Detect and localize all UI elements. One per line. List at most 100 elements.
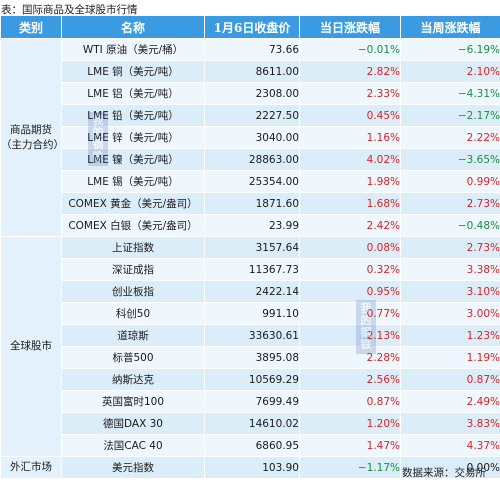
name-cell: 科创50 bbox=[61, 302, 205, 325]
name-cell: LME 铝（美元/吨） bbox=[61, 82, 205, 105]
week-change-cell: 3.00% bbox=[400, 302, 500, 325]
name-cell: LME 锌（美元/吨） bbox=[61, 126, 205, 149]
day-change-cell: 0.08% bbox=[299, 236, 401, 259]
close-price-cell: 14610.02 bbox=[204, 412, 300, 435]
week-change-cell: −0.48% bbox=[400, 214, 500, 237]
name-cell: 纳斯达克 bbox=[61, 368, 205, 391]
table-row: 纳斯达克 10569.29 2.56% 0.87% bbox=[1, 368, 500, 391]
day-change-cell: 0.32% bbox=[299, 258, 401, 281]
close-price-cell: 1871.60 bbox=[204, 192, 300, 215]
header-row: 类别 名称 1月6日收盘价 当日涨跌幅 当周涨跌幅 bbox=[0, 15, 500, 39]
day-change-cell: 4.02% bbox=[299, 148, 401, 171]
week-change-cell: 2.22% bbox=[400, 126, 500, 149]
day-change-cell: 2.56% bbox=[299, 368, 401, 391]
day-change-cell: 1.16% bbox=[299, 126, 401, 149]
table-row: 道琼斯 33630.61 2.13% 1.23% bbox=[1, 324, 500, 347]
name-cell: 道琼斯 bbox=[61, 324, 205, 347]
close-price-cell: 2422.14 bbox=[204, 280, 300, 303]
table-row: 创业板指 2422.14 0.95% 3.10% bbox=[1, 280, 500, 303]
day-change-cell: 0.45% bbox=[299, 104, 401, 127]
table-row: LME 铝（美元/吨） 2308.00 2.33% −4.31% bbox=[1, 82, 500, 105]
table-row: 标普500 3895.08 2.28% 1.19% bbox=[1, 346, 500, 369]
week-change-cell: 2.10% bbox=[400, 60, 500, 83]
close-price-cell: 3040.00 bbox=[204, 126, 300, 149]
week-change-cell: 2.49% bbox=[400, 390, 500, 413]
week-change-cell: 3.83% bbox=[400, 412, 500, 435]
market-table: 类别 名称 1月6日收盘价 当日涨跌幅 当周涨跌幅 商品期货（主力合约） WTI … bbox=[0, 15, 500, 479]
week-change-cell: 2.73% bbox=[400, 236, 500, 259]
name-cell: 标普500 bbox=[61, 346, 205, 369]
day-change-cell: −0.01% bbox=[299, 38, 401, 61]
day-change-cell: 1.98% bbox=[299, 170, 401, 193]
header-close: 1月6日收盘价 bbox=[204, 15, 300, 39]
week-change-cell: −4.31% bbox=[400, 82, 500, 105]
header-name: 名称 bbox=[61, 15, 205, 39]
name-cell: 深证成指 bbox=[61, 258, 205, 281]
week-change-cell: 0.00% bbox=[400, 456, 500, 479]
category-cell: 商品期货（主力合约） bbox=[0, 38, 62, 237]
close-price-cell: 103.90 bbox=[204, 456, 300, 479]
day-change-cell: 2.33% bbox=[299, 82, 401, 105]
close-price-cell: 25354.00 bbox=[204, 170, 300, 193]
table-row: 外汇市场 美元指数 103.90 −1.17% 0.00% bbox=[0, 456, 500, 479]
name-cell: 上证指数 bbox=[61, 236, 205, 259]
week-change-cell: 4.37% bbox=[400, 434, 500, 457]
close-price-cell: 8611.00 bbox=[204, 60, 300, 83]
week-change-cell: −2.17% bbox=[400, 104, 500, 127]
name-cell: 创业板指 bbox=[61, 280, 205, 303]
table-row: LME 锌（美元/吨） 3040.00 1.16% 2.22% bbox=[1, 126, 500, 149]
category-cell: 外汇市场 bbox=[0, 456, 62, 479]
name-cell: LME 锡（美元/吨） bbox=[61, 170, 205, 193]
week-change-cell: 1.23% bbox=[400, 324, 500, 347]
close-price-cell: 73.66 bbox=[204, 38, 300, 61]
week-change-cell: −3.65% bbox=[400, 148, 500, 171]
day-change-cell: 0.95% bbox=[299, 280, 401, 303]
name-cell: 美元指数 bbox=[61, 456, 205, 479]
name-cell: 法国CAC 40 bbox=[61, 434, 205, 457]
table-row: 全球股市 上证指数 3157.64 0.08% 2.73% bbox=[0, 236, 500, 457]
table-row: 科创50 991.10 0.77% 3.00% bbox=[1, 302, 500, 325]
name-cell: WTI 原油（美元/桶） bbox=[61, 38, 205, 61]
day-change-cell: 2.42% bbox=[299, 214, 401, 237]
name-cell: LME 铜（美元/吨） bbox=[61, 60, 205, 83]
table-row: COMEX 黄金（美元/盎司） 1871.60 1.68% 2.73% bbox=[1, 192, 500, 215]
table-row: 深证成指 11367.73 0.32% 3.38% bbox=[1, 258, 500, 281]
table-row: 法国CAC 40 6860.95 1.47% 4.37% bbox=[1, 434, 500, 457]
table-row: 英国富时100 7699.49 0.87% 2.49% bbox=[1, 390, 500, 413]
close-price-cell: 3895.08 bbox=[204, 346, 300, 369]
close-price-cell: 7699.49 bbox=[204, 390, 300, 413]
week-change-cell: 1.19% bbox=[400, 346, 500, 369]
day-change-cell: 1.20% bbox=[299, 412, 401, 435]
close-price-cell: 23.99 bbox=[204, 214, 300, 237]
day-change-cell: 1.68% bbox=[299, 192, 401, 215]
table-row: LME 铅（美元/吨） 2227.50 0.45% −2.17% bbox=[1, 104, 500, 127]
name-cell: LME 镍（美元/吨） bbox=[61, 148, 205, 171]
data-source: 数据来源：交易所 bbox=[402, 467, 486, 479]
table-row: 德国DAX 30 14610.02 1.20% 3.83% bbox=[1, 412, 500, 435]
day-change-cell: 0.87% bbox=[299, 390, 401, 413]
name-cell: COMEX 黄金（美元/盎司） bbox=[61, 192, 205, 215]
day-change-cell: 0.77% bbox=[299, 302, 401, 325]
close-price-cell: 10569.29 bbox=[204, 368, 300, 391]
week-change-cell: 3.38% bbox=[400, 258, 500, 281]
week-change-cell: −6.19% bbox=[400, 38, 500, 61]
close-price-cell: 991.10 bbox=[204, 302, 300, 325]
close-price-cell: 11367.73 bbox=[204, 258, 300, 281]
header-day-change: 当日涨跌幅 bbox=[299, 15, 401, 39]
close-price-cell: 6860.95 bbox=[204, 434, 300, 457]
name-cell: LME 铅（美元/吨） bbox=[61, 104, 205, 127]
table-row: LME 镍（美元/吨） 28863.00 4.02% −3.65% bbox=[1, 148, 500, 171]
week-change-cell: 0.87% bbox=[400, 368, 500, 391]
week-change-cell: 3.10% bbox=[400, 280, 500, 303]
close-price-cell: 28863.00 bbox=[204, 148, 300, 171]
category-cell: 全球股市 bbox=[0, 236, 62, 457]
close-price-cell: 2227.50 bbox=[204, 104, 300, 127]
day-change-cell: 2.82% bbox=[299, 60, 401, 83]
table-body: 商品期货（主力合约） WTI 原油（美元/桶） 73.66 −0.01% −6.19% L… bbox=[0, 38, 500, 479]
close-price-cell: 2308.00 bbox=[204, 82, 300, 105]
table-row: LME 铜（美元/吨） 8611.00 2.82% 2.10% bbox=[1, 60, 500, 83]
day-change-cell: 2.28% bbox=[299, 346, 401, 369]
name-cell: 德国DAX 30 bbox=[61, 412, 205, 435]
table-caption: 表：国际商品及全球股市行情 bbox=[1, 4, 138, 16]
week-change-cell: 2.73% bbox=[400, 192, 500, 215]
